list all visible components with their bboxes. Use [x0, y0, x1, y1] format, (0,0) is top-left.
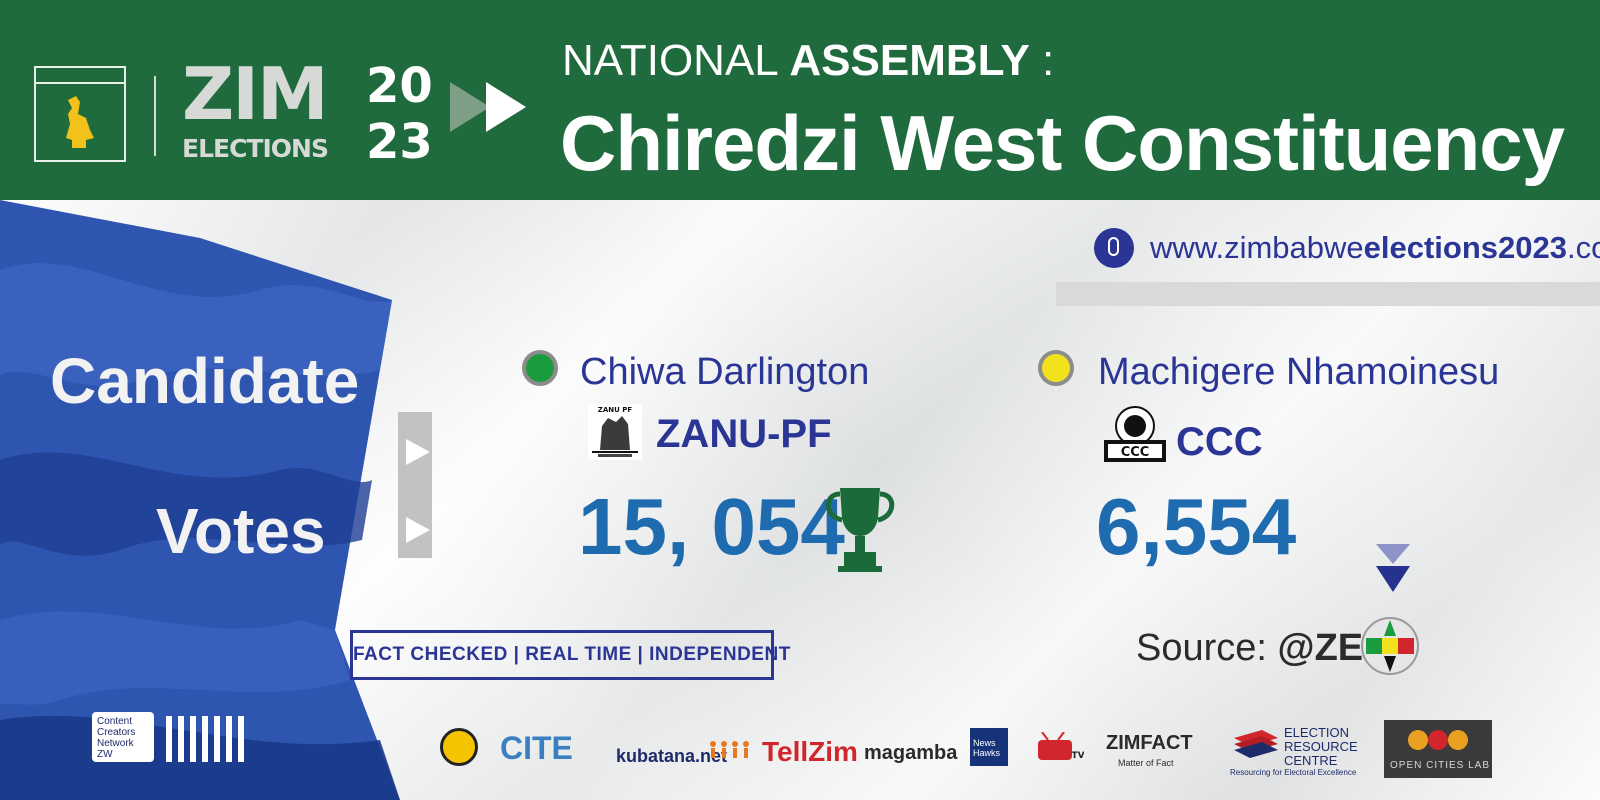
brand-elections: ELECTIONS: [182, 134, 329, 163]
play-icon: [406, 439, 430, 465]
fact-checked-tagline: FACT CHECKED | REAL TIME | INDEPENDENT: [350, 630, 790, 680]
ccn-line: Creators: [97, 727, 136, 738]
partner-kubatana: kubatana.net: [616, 746, 728, 766]
kubatana-figures-icon: [710, 741, 749, 758]
partner-ocl: OPEN CITIES LAB: [1390, 760, 1491, 771]
svg-text:ZANU PF: ZANU PF: [598, 406, 633, 414]
trophy-icon: [825, 488, 895, 572]
erc-book-icon: [1234, 730, 1278, 758]
source-prefix: Source:: [1136, 627, 1278, 669]
ballot-box-icon: [34, 66, 126, 162]
partner-cite: CITE: [500, 730, 573, 766]
url-bold: elections2023: [1363, 230, 1567, 265]
partner-zimfact: ZIMFACT: [1106, 732, 1193, 754]
party-color-dot-green: [522, 350, 558, 386]
partner-tellzim: TellZim: [762, 736, 858, 767]
zanu-pf-logo-icon: ZANU PF: [588, 404, 642, 460]
partner-zimfact-tagline: Matter of Fact: [1118, 758, 1174, 768]
ocl-circles-icon: [1408, 730, 1468, 750]
party-name: ZANU-PF: [656, 412, 832, 456]
content-creators-network-logo: Content Creators Network ZW: [92, 712, 154, 762]
partner-erc: ELECTION RESOURCE CENTRE: [1284, 726, 1358, 768]
title-suffix: :: [1029, 36, 1055, 85]
title-bold: ASSEMBLY: [789, 36, 1030, 85]
zec-logo-icon: [1361, 617, 1419, 675]
brand-zim: ZIM: [182, 52, 329, 136]
play-icon: [406, 517, 430, 543]
party-color-dot-yellow: [1038, 350, 1074, 386]
partner-badge-logo: [440, 728, 478, 766]
url-prefix: www.zimbabwe: [1150, 230, 1364, 265]
party-name: CCC: [1176, 420, 1263, 464]
erc-line: RESOURCE: [1284, 739, 1358, 754]
zimbabwe-bird-icon: [66, 96, 94, 148]
down-arrows-icon: [1376, 544, 1410, 592]
header-banner: ZIM ELECTIONS 20 23 NATIONAL ASSEMBLY : …: [0, 0, 1600, 200]
title-national-assembly: NATIONAL ASSEMBLY :: [562, 36, 1054, 86]
ccc-logo-icon: CCC: [1104, 406, 1166, 462]
barcode-stripes-icon: [166, 716, 244, 762]
website-url[interactable]: www.zimbabweelections2023.co.zw: [1150, 230, 1600, 266]
partner-magamba: magamba: [864, 742, 958, 764]
header-divider: [154, 76, 156, 156]
ccn-line: ZW: [97, 749, 113, 760]
partner-tv-logo-icon: TV: [1038, 732, 1084, 761]
vote-count: 6,554: [1096, 482, 1297, 571]
mouse-icon: [1094, 228, 1134, 268]
brand-year-bottom: 23: [366, 114, 433, 170]
url-suffix: .co.zw: [1566, 230, 1600, 265]
partner-erc-tagline: Resourcing for Electoral Excellence: [1230, 768, 1357, 777]
constituency-title: Chiredzi West Constituency: [560, 99, 1565, 187]
open-cities-lab-logo: [1384, 720, 1492, 778]
ccn-line: Content: [97, 716, 133, 727]
candidate-name: Chiwa Darlington: [580, 351, 870, 393]
brand-year-top: 20: [366, 58, 433, 114]
ccn-line: Network: [97, 738, 134, 749]
partner-newshawks: News Hawks: [970, 728, 1008, 766]
title-prefix: NATIONAL: [562, 36, 790, 85]
candidate-label: Candidate: [50, 345, 360, 417]
candidate-name: Machigere Nhamoinesu: [1098, 351, 1500, 393]
svg-text:TV: TV: [1071, 751, 1084, 761]
source-credit: Source: @ZEC: [1136, 626, 1391, 670]
fast-forward-icon: [450, 82, 526, 132]
erc-line: ELECTION: [1284, 725, 1350, 740]
url-underline-bar: [1056, 282, 1600, 306]
svg-text:CCC: CCC: [1121, 445, 1150, 460]
votes-label: Votes: [156, 495, 326, 567]
erc-line: CENTRE: [1284, 753, 1338, 768]
vote-count: 15, 054: [578, 482, 845, 571]
